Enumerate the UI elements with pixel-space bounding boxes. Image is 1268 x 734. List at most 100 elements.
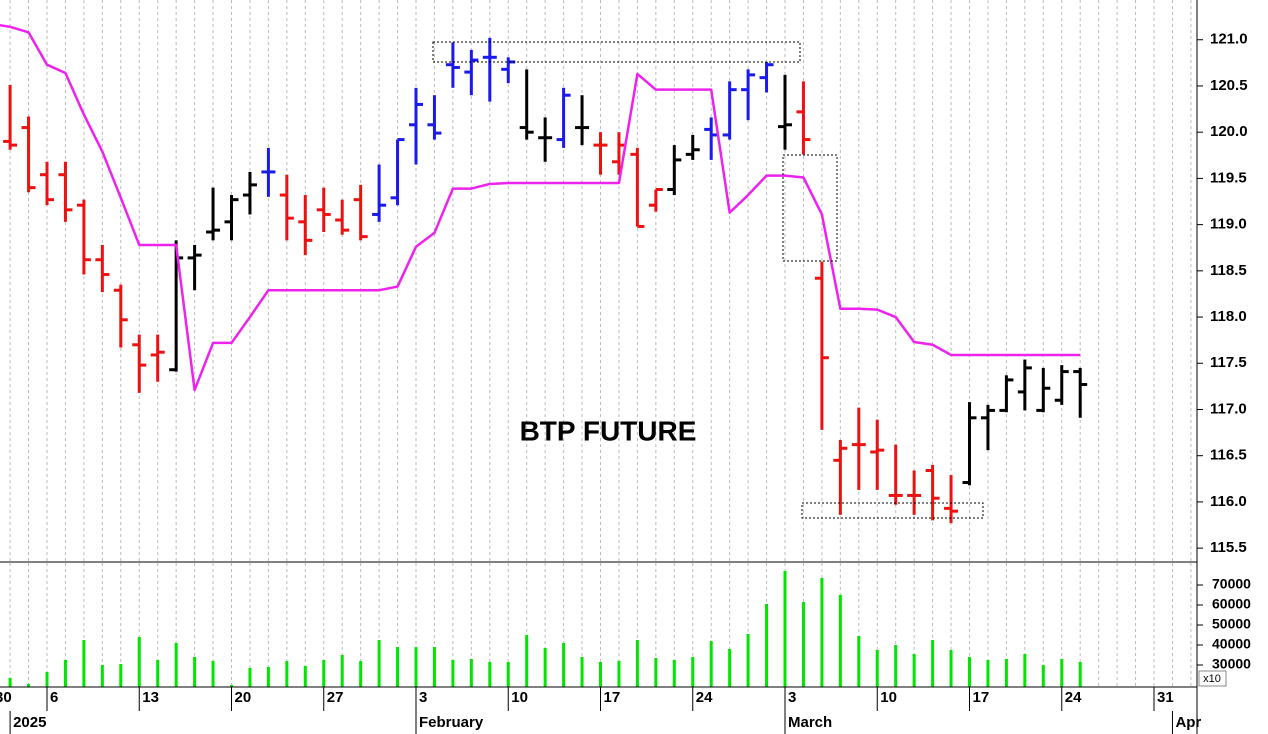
volume-bar (1041, 665, 1045, 687)
period-label: 2025 (13, 714, 46, 731)
x-tick-label: 30 (0, 689, 12, 706)
volume-bar (691, 657, 695, 687)
volume-bar (119, 664, 123, 687)
volume-bar (27, 684, 31, 687)
volume-bar (525, 635, 529, 687)
volume-bar (801, 602, 805, 687)
volume-tick-label: 40000 (1212, 636, 1251, 652)
y-tick-label: 115.5 (1210, 539, 1247, 556)
volume-bar (414, 647, 418, 687)
volume-bar (248, 668, 252, 687)
period-label: February (419, 714, 484, 731)
x-tick-label: 20 (235, 689, 252, 706)
volume-bar (266, 667, 270, 687)
x-tick-label: 6 (50, 689, 58, 706)
volume-bar (765, 604, 769, 687)
volume-bar (230, 685, 233, 687)
x-tick-label: 13 (142, 689, 159, 706)
volume-bar (469, 659, 473, 687)
chart-title: BTP FUTURE (520, 415, 697, 446)
axes (0, 0, 1198, 734)
volume-bar (635, 640, 639, 687)
volume-bar (599, 662, 602, 687)
y-tick-label: 120.5 (1210, 77, 1248, 94)
volume-bar (396, 647, 400, 687)
volume-bar (1060, 659, 1064, 687)
volume-bar (340, 655, 344, 687)
volume-bar (432, 647, 436, 687)
volume-bar (100, 665, 104, 687)
volume-bar (986, 660, 990, 687)
volume-bar (912, 654, 916, 687)
volume-bar (543, 648, 547, 687)
scale-box (1198, 670, 1227, 687)
volume-bar (820, 578, 824, 687)
volume-bar (672, 660, 676, 687)
volume-bar (377, 640, 381, 687)
volume-bar (137, 637, 141, 687)
period-label: Apr (1175, 714, 1201, 731)
volume-bar (359, 661, 363, 687)
volume-bar (506, 662, 510, 687)
annotation-box (801, 502, 984, 519)
volume-bar (838, 595, 842, 687)
volume-bar (1078, 662, 1082, 687)
volume-bar (709, 641, 713, 687)
volume-scale-label: x10 (1203, 673, 1221, 685)
volume-bar (746, 634, 750, 687)
x-tick-label: 10 (511, 689, 528, 706)
y-tick-label: 116.0 (1210, 493, 1247, 510)
volume-bar (1023, 654, 1027, 687)
volume-bar (303, 666, 307, 687)
volume-bar (156, 660, 160, 687)
x-tick-label: 3 (788, 689, 796, 706)
volume-plot (8, 571, 1082, 687)
volume-bar (193, 657, 197, 687)
volume-tick-label: 70000 (1212, 576, 1251, 592)
x-tick-label: 27 (327, 689, 344, 706)
volume-bar (322, 660, 326, 687)
x-tick-label: 3 (419, 689, 427, 706)
y-tick-label: 117.0 (1210, 400, 1247, 417)
volume-tick-label: 60000 (1212, 596, 1251, 612)
volume-bar (63, 660, 67, 687)
volume-bar (451, 660, 455, 687)
y-tick-label: 118.5 (1210, 262, 1247, 279)
volume-tick-label: 30000 (1212, 656, 1251, 672)
volume-bar (562, 643, 566, 687)
period-label: March (788, 714, 832, 731)
y-tick-label: 120.0 (1210, 123, 1248, 140)
y-tick-label: 119.5 (1210, 169, 1247, 186)
y-tick-label: 121.0 (1210, 31, 1248, 48)
volume-bar (654, 658, 658, 687)
volume-bar (875, 650, 879, 687)
volume-bar (211, 661, 215, 687)
volume-bar (1004, 659, 1008, 687)
x-tick-label: 31 (1157, 689, 1174, 706)
volume-bar (894, 645, 898, 687)
volume-bar (82, 640, 86, 687)
x-tick-label: 24 (696, 689, 713, 706)
volume-bar (617, 661, 621, 687)
volume-bar (931, 640, 935, 687)
annotation-box (432, 41, 801, 63)
volume-bar (174, 643, 178, 687)
volume-bar (968, 657, 971, 687)
volume-tick-label: 50000 (1212, 616, 1251, 632)
volume-bar (8, 678, 12, 687)
grid-layer (9, 0, 1192, 687)
y-tick-label: 119.0 (1210, 216, 1247, 233)
y-tick-label: 116.5 (1210, 447, 1247, 464)
price-plot (0, 24, 1088, 524)
volume-bar (783, 571, 787, 687)
volume-bar (45, 672, 49, 687)
volume-bar (949, 650, 953, 687)
x-tick-label: 10 (880, 689, 897, 706)
y-tick-label: 117.5 (1210, 354, 1247, 371)
volume-bar (488, 662, 492, 687)
trend-line (0, 24, 1081, 392)
volume-bar (580, 657, 584, 687)
volume-bar (857, 636, 861, 687)
y-tick-label: 118.0 (1210, 308, 1247, 325)
